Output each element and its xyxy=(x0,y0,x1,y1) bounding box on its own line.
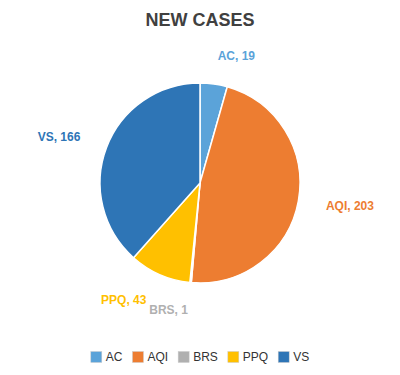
legend-label: AC xyxy=(106,350,123,364)
legend-item: VS xyxy=(278,350,309,364)
legend: AC AQI BRS PPQ VS xyxy=(91,350,309,364)
legend-label: PPQ xyxy=(243,350,268,364)
legend-label: BRS xyxy=(193,350,218,364)
data-label: VS, 166 xyxy=(38,130,81,144)
legend-item: AQI xyxy=(132,350,168,364)
legend-swatch xyxy=(228,352,239,363)
legend-swatch xyxy=(278,352,289,363)
data-labels: AC, 19 AQI, 203 BRS, 1PPQ, 43 VS, 166 xyxy=(38,49,375,317)
data-label: AQI, 203 xyxy=(326,199,374,213)
chart-title: NEW CASES xyxy=(145,10,254,30)
legend-item: AC xyxy=(91,350,123,364)
data-label: BRS, 1 xyxy=(149,303,188,317)
slices xyxy=(100,83,300,283)
chart-container: NEW CASES AC, 19 AQI, 203 BRS, 1PPQ, 43 VS, … xyxy=(0,0,400,375)
legend-swatch xyxy=(91,352,102,363)
chart-svg: NEW CASES AC, 19 AQI, 203 BRS, 1PPQ, 43 VS, … xyxy=(0,0,400,375)
pie-slice xyxy=(191,87,300,283)
legend-swatch xyxy=(178,352,189,363)
data-label: PPQ, 43 xyxy=(101,293,147,307)
pie-slice xyxy=(100,83,200,258)
legend-label: VS xyxy=(293,350,309,364)
legend-label: AQI xyxy=(147,350,168,364)
legend-swatch xyxy=(132,352,143,363)
legend-item: PPQ xyxy=(228,350,268,364)
data-label: AC, 19 xyxy=(218,49,256,63)
legend-item: BRS xyxy=(178,350,218,364)
